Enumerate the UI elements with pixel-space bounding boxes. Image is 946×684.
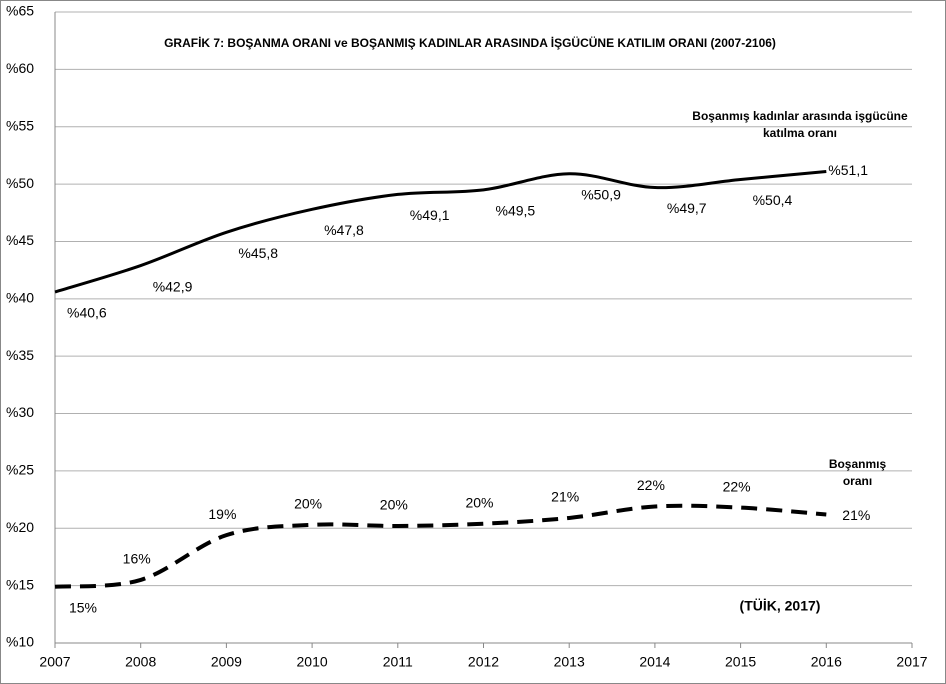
- x-tick-label: 2012: [468, 654, 499, 670]
- data-label: 21%: [842, 507, 870, 523]
- x-tick-label: 2015: [725, 654, 756, 670]
- data-label: 19%: [208, 506, 236, 522]
- y-tick-label: %10: [6, 634, 34, 650]
- data-label: %42,9: [153, 278, 193, 294]
- x-tick-label: 2010: [297, 654, 328, 670]
- series-label: Boşanmış oranı: [828, 457, 887, 488]
- x-tick-label: 2009: [211, 654, 242, 670]
- annotation: (TÜİK, 2017): [740, 598, 821, 614]
- data-label: 22%: [637, 477, 665, 493]
- data-label: %50,4: [753, 192, 793, 208]
- data-label: 16%: [123, 551, 151, 567]
- data-label: %47,8: [324, 222, 364, 238]
- x-tick-label: 2011: [383, 654, 413, 670]
- y-tick-label: %40: [6, 290, 34, 306]
- x-tick-label: 2017: [896, 654, 927, 670]
- y-tick-label: %25: [6, 462, 34, 478]
- y-tick-label: %65: [6, 3, 34, 19]
- data-label: 20%: [380, 497, 408, 513]
- data-label: 22%: [723, 478, 751, 494]
- data-label: %45,8: [238, 245, 278, 261]
- data-label: %51,1: [828, 162, 868, 178]
- data-label: 21%: [551, 489, 579, 505]
- chart-title: GRAFİK 7: BOŞANMA ORANI ve BOŞANMIŞ KADI…: [164, 35, 776, 50]
- data-label: 20%: [294, 496, 322, 512]
- data-label: %49,1: [410, 207, 450, 223]
- y-tick-label: %60: [6, 60, 34, 76]
- data-label: %50,9: [581, 186, 621, 202]
- y-tick-label: %50: [6, 175, 34, 191]
- series-label: Boşanmış kadınlar arasında işgücüne katı…: [692, 109, 908, 140]
- x-tick-label: 2016: [811, 654, 842, 670]
- y-tick-label: %35: [6, 347, 34, 363]
- y-tick-label: %15: [6, 576, 34, 592]
- x-tick-label: 2008: [125, 654, 156, 670]
- data-label: %49,7: [667, 200, 707, 216]
- y-tick-label: %30: [6, 404, 34, 420]
- data-label: 20%: [465, 494, 493, 510]
- data-label: 15%: [69, 599, 97, 615]
- y-tick-label: %20: [6, 519, 34, 535]
- y-tick-label: %55: [6, 117, 34, 133]
- x-tick-label: 2007: [39, 654, 70, 670]
- x-tick-label: 2013: [554, 654, 585, 670]
- series-line: [54, 503, 827, 589]
- data-label: %49,5: [496, 203, 536, 219]
- series-line: [54, 169, 827, 294]
- y-tick-label: %45: [6, 232, 34, 248]
- data-label: %40,6: [67, 305, 107, 321]
- x-tick-label: 2014: [639, 654, 670, 670]
